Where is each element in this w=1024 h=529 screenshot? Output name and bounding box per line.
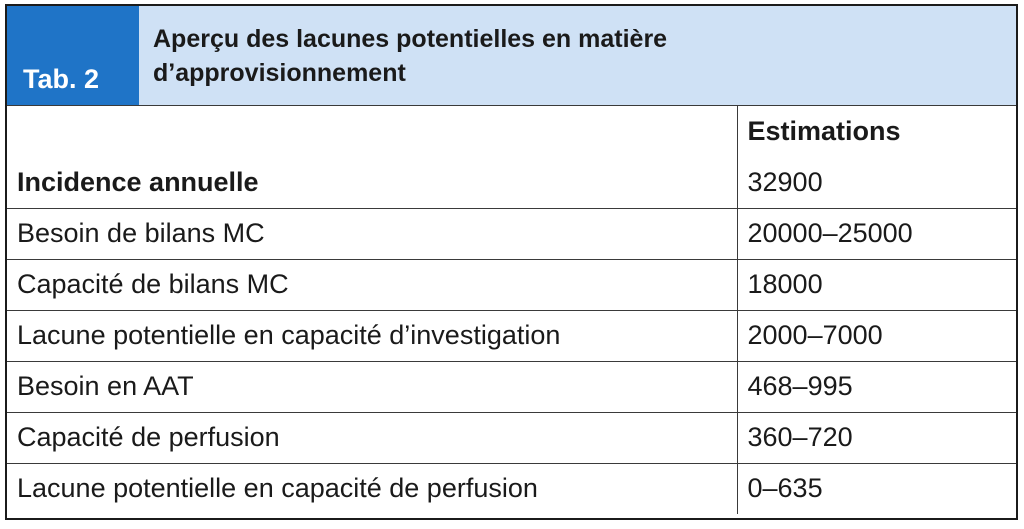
table-row: Incidence annuelle 32900 (7, 157, 1016, 208)
table-title: Aperçu des lacunes potentielles en matiè… (139, 6, 1016, 105)
table-row: Capacité de bilans MC 18000 (7, 258, 1016, 310)
row-label: Lacune potentielle en capacité d’investi… (7, 309, 738, 361)
table-caption: Tab. 2 Aperçu des lacunes potentielles e… (7, 6, 1016, 106)
table-row: Lacune potentielle en capacité de perfus… (7, 462, 1016, 514)
row-value: 20000–25000 (737, 207, 1016, 259)
row-value: 468–995 (737, 360, 1016, 412)
table-row: Besoin en AAT 468–995 (7, 360, 1016, 412)
row-value: 0–635 (737, 462, 1016, 514)
table-row: Lacune potentielle en capacité d’investi… (7, 309, 1016, 361)
table-title-line-1: Aperçu des lacunes potentielles en matiè… (153, 25, 668, 53)
row-label: Capacité de perfusion (7, 411, 738, 463)
row-label: Besoin de bilans MC (7, 207, 738, 259)
row-label: Besoin en AAT (7, 360, 738, 412)
header-cell-estimations: Estimations (747, 116, 901, 146)
header-row: Estimations (7, 106, 1016, 157)
table-row: Capacité de perfusion 360–720 (7, 411, 1016, 463)
table-title-line-2: d’approvisionnement (153, 59, 406, 87)
row-value: 18000 (737, 258, 1016, 310)
row-value: 2000–7000 (737, 309, 1016, 361)
header-cell-label (7, 106, 738, 157)
table-figure: Tab. 2 Aperçu des lacunes potentielles e… (5, 4, 1018, 520)
row-label: Lacune potentielle en capacité de perfus… (7, 462, 738, 514)
table-number-label: Tab. 2 (7, 6, 139, 105)
table-number: Tab. 2 (23, 64, 100, 94)
row-value: 360–720 (737, 411, 1016, 463)
row-label: Capacité de bilans MC (7, 258, 738, 310)
data-table: Estimations Incidence annuelle 32900 Bes… (7, 106, 1016, 514)
row-label: Incidence annuelle (7, 157, 738, 208)
table-row: Besoin de bilans MC 20000–25000 (7, 207, 1016, 259)
row-value: 32900 (747, 166, 823, 197)
